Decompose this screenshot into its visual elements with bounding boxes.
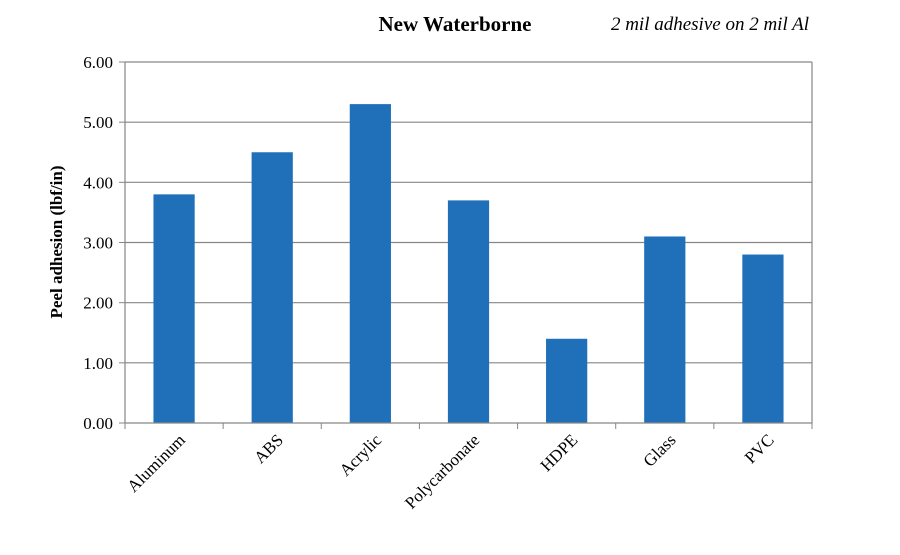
y-tick-label: 3.00 [83,234,113,253]
x-tick-label: Polycarbonate [401,430,483,512]
x-tick-label: PVC [741,430,778,467]
chart-subtitle: 2 mil adhesive on 2 mil Al [610,14,810,35]
bar-acrylic [349,104,391,423]
chart-title: New Waterborne [378,12,532,36]
x-tick-labels: Aluminum ABS Acrylic Polycarbonate HDPE Glass… [123,430,777,513]
bars [153,104,784,423]
y-tick-label: 0.00 [83,414,113,433]
bar-glass [644,236,686,423]
y-tick-labels: 0.00 1.00 2.00 3.00 4.00 5.00 6.00 [83,53,113,433]
x-tick-label: HDPE [537,430,582,475]
bar-aluminum [153,194,195,423]
bar-abs [251,152,293,423]
y-tick-label: 1.00 [83,354,113,373]
axes [124,62,813,429]
y-tick-label: 2.00 [83,294,113,313]
x-tick-label: ABS [250,430,287,467]
y-tick-label: 5.00 [83,113,113,132]
x-tick-label: Glass [639,430,679,470]
y-tick-label: 6.00 [83,53,113,72]
x-tick-label: Acrylic [336,430,386,480]
bar-pvc [742,254,784,423]
y-tick-label: 4.00 [83,173,113,192]
x-tick-label: Aluminum [123,430,189,496]
y-axis-label: Peel adhesion (lbf/in) [47,165,66,318]
bar-hdpe [546,338,588,423]
bar-polycarbonate [447,200,490,423]
